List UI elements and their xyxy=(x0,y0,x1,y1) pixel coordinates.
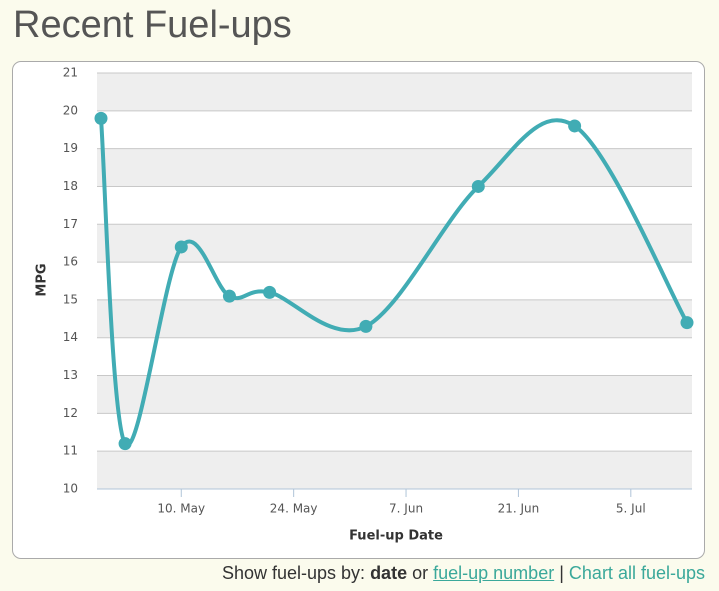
footer: Show fuel-ups by: date or fuel-up number… xyxy=(222,563,705,584)
point xyxy=(222,289,236,303)
footer-text: Show fuel-ups by: xyxy=(221,563,366,583)
x-tick-label: 21. Jun xyxy=(498,502,540,516)
plot-band xyxy=(97,73,692,111)
y-tick-label: 12 xyxy=(63,406,78,420)
point xyxy=(471,179,485,193)
point xyxy=(680,316,694,330)
plot-band xyxy=(97,299,692,338)
footer-text: or xyxy=(412,563,429,583)
y-tick-label: 18 xyxy=(63,179,78,193)
x-tick-label: 24. May xyxy=(270,502,318,516)
point xyxy=(568,119,582,133)
plot-band xyxy=(97,148,692,187)
x-tick-label: 7. Jun xyxy=(389,502,423,516)
y-tick-label: 10 xyxy=(63,482,78,496)
x-tick-label: 5. Jul xyxy=(616,502,646,516)
y-tick-label: 21 xyxy=(63,66,78,80)
point xyxy=(263,285,277,299)
y-tick-label: 13 xyxy=(63,368,78,382)
y-tick-label: 16 xyxy=(63,255,78,269)
all-link[interactable]: Chart all fuel-ups xyxy=(568,563,705,583)
page-title: Recent Fuel-ups xyxy=(13,4,292,46)
separator: | xyxy=(559,563,564,583)
point xyxy=(94,111,108,125)
point xyxy=(174,240,188,254)
plot-band xyxy=(97,451,692,489)
plot-band xyxy=(97,375,692,414)
y-tick-label: 14 xyxy=(63,330,78,344)
x-tick-label: 10. May xyxy=(157,502,205,516)
y-axis-label: MPG xyxy=(35,263,50,296)
y-tick-label: 17 xyxy=(63,217,78,231)
number-link[interactable]: fuel-up number xyxy=(433,563,555,583)
x-axis-label: Fuel-up Date xyxy=(349,529,443,544)
y-tick-label: 15 xyxy=(63,292,78,306)
point xyxy=(118,437,132,451)
y-tick-label: 19 xyxy=(63,141,78,155)
y-tick-label: 11 xyxy=(63,444,78,458)
point xyxy=(359,319,373,333)
current-mode: date xyxy=(370,563,408,583)
y-tick-label: 20 xyxy=(63,103,78,117)
